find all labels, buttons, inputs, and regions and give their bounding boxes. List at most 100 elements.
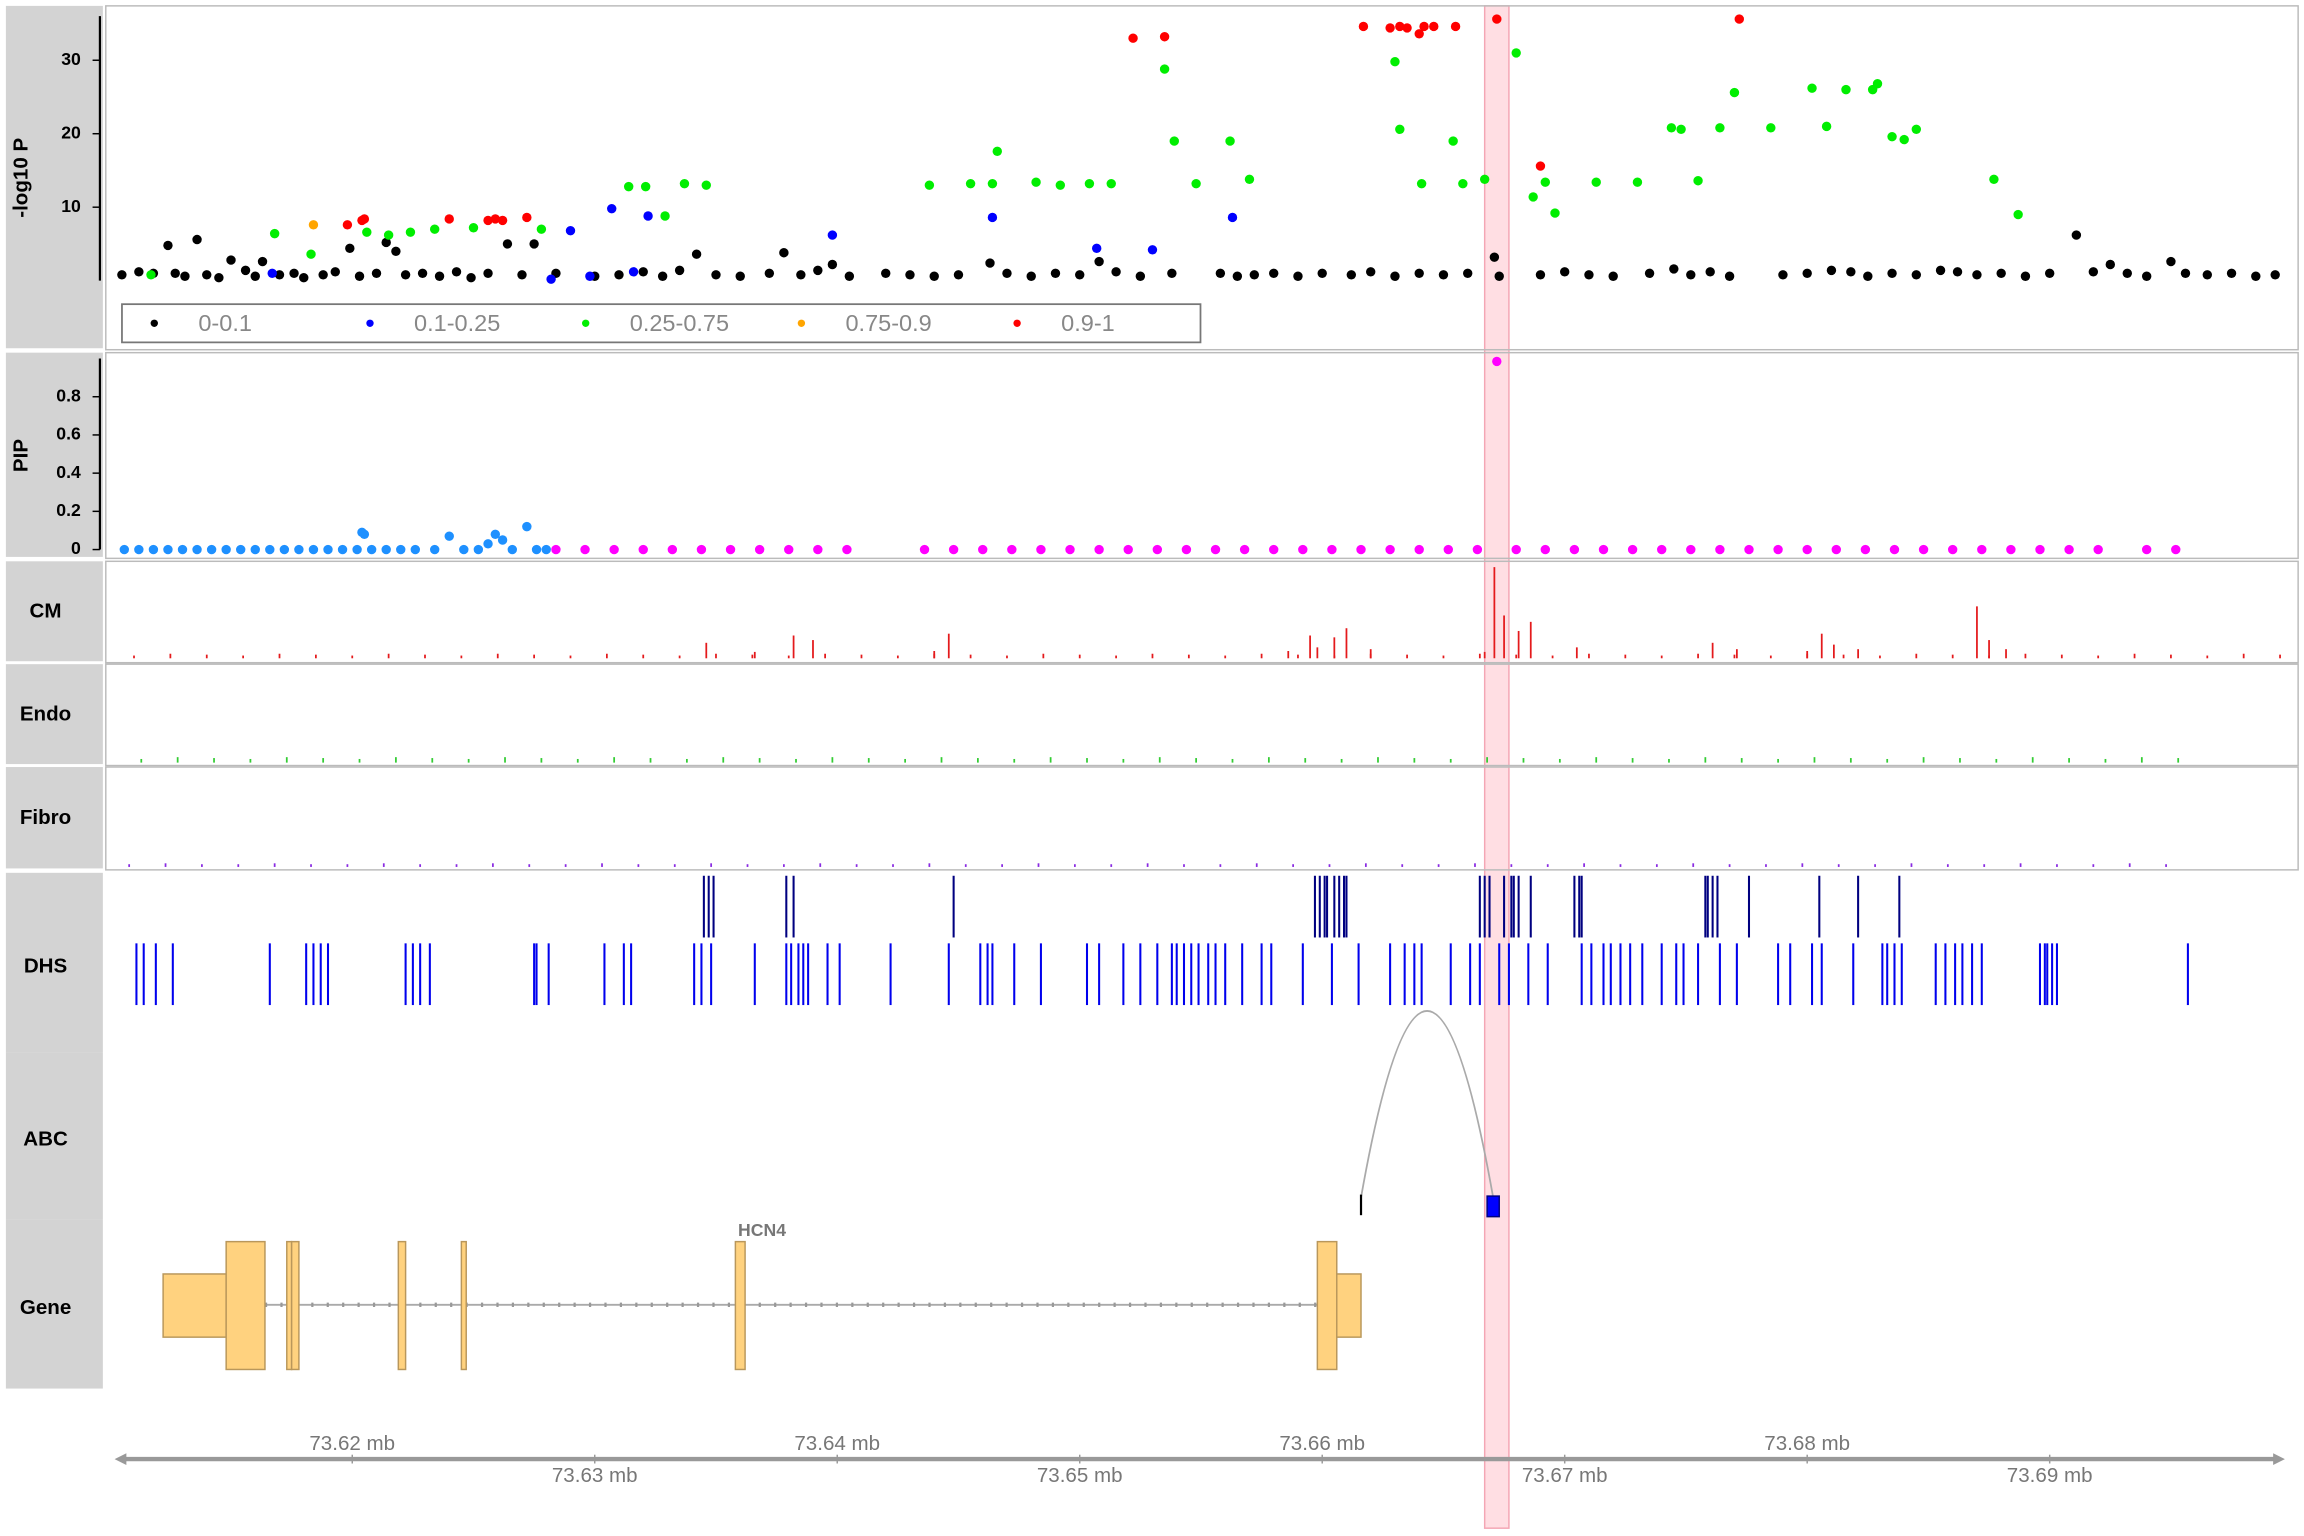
point	[1152, 544, 1163, 555]
point	[638, 267, 648, 277]
x-tick-label: 73.62 mb	[309, 1432, 395, 1455]
point	[473, 544, 484, 555]
point	[1860, 544, 1871, 555]
point	[640, 181, 651, 192]
point	[2071, 230, 2082, 240]
point	[1887, 131, 1897, 142]
point	[1269, 544, 1279, 555]
track-label-bg	[5, 767, 103, 869]
point	[1724, 271, 1735, 281]
point	[919, 544, 930, 555]
point	[451, 267, 462, 277]
point	[628, 267, 639, 277]
point	[1977, 544, 1987, 555]
point	[529, 239, 539, 249]
legend-label: 0.25-0.75	[630, 310, 729, 336]
point	[1560, 267, 1570, 277]
point	[1106, 178, 1116, 189]
point	[2270, 270, 2280, 280]
point	[497, 535, 508, 545]
point	[1395, 124, 1405, 135]
track-frame	[105, 351, 2299, 560]
point	[134, 544, 144, 555]
point	[796, 270, 806, 280]
point	[522, 521, 532, 532]
point	[444, 214, 454, 224]
point	[1569, 544, 1580, 555]
point	[1550, 208, 1560, 218]
point	[541, 544, 551, 555]
point	[383, 230, 394, 240]
point	[1773, 544, 1783, 555]
point	[119, 544, 130, 555]
point	[1584, 270, 1594, 280]
point	[330, 267, 340, 277]
point	[134, 267, 144, 277]
point	[354, 271, 365, 281]
point	[1656, 544, 1667, 555]
x-tick-label: 73.63 mb	[552, 1464, 638, 1487]
y-tick-label: 20	[61, 122, 81, 142]
point	[844, 271, 855, 281]
point	[1269, 268, 1279, 279]
point	[1608, 271, 1618, 281]
point	[985, 258, 995, 268]
point	[497, 215, 508, 226]
track-label-bg	[5, 561, 103, 662]
point	[1802, 268, 1812, 279]
y-tick-label: 0.2	[56, 500, 81, 520]
point	[1889, 544, 1900, 555]
point	[1094, 256, 1104, 267]
point	[177, 544, 188, 555]
point	[1232, 271, 1243, 281]
track-label: Gene	[20, 1296, 71, 1319]
point	[366, 544, 377, 555]
point	[1831, 544, 1841, 555]
point	[813, 544, 823, 555]
point	[221, 544, 231, 555]
point	[1863, 271, 1873, 281]
x-tick-label: 73.69 mb	[2007, 1464, 2093, 1487]
point	[813, 265, 823, 276]
point	[1489, 252, 1500, 262]
point	[434, 271, 445, 281]
point	[1191, 178, 1201, 189]
point	[342, 220, 353, 230]
point	[1414, 29, 1424, 39]
point	[1918, 544, 1929, 555]
track-label: Fibro	[20, 806, 71, 829]
point	[163, 544, 173, 555]
point	[1450, 21, 1461, 32]
point	[1458, 178, 1468, 189]
point	[318, 270, 328, 280]
point	[531, 544, 542, 555]
point	[784, 544, 794, 555]
point	[1084, 178, 1095, 189]
point	[381, 544, 391, 555]
point	[1846, 267, 1856, 277]
x-tick-label: 73.65 mb	[1037, 1464, 1123, 1487]
x-tick-label: 73.64 mb	[794, 1432, 880, 1455]
point	[1036, 544, 1046, 555]
exon	[460, 1240, 467, 1371]
utr	[1336, 1273, 1362, 1338]
point	[674, 265, 685, 276]
point	[410, 544, 421, 555]
utr	[162, 1273, 227, 1338]
point	[1479, 174, 1490, 184]
point	[1899, 134, 1909, 145]
point	[551, 544, 561, 555]
point	[1693, 176, 1703, 186]
y-tick-label: 0.8	[56, 385, 81, 405]
point	[429, 224, 440, 234]
point	[381, 237, 391, 248]
point	[1210, 544, 1221, 555]
point	[1535, 161, 1546, 171]
point	[1911, 270, 1922, 280]
legend-marker	[582, 319, 590, 327]
point	[1947, 544, 1958, 555]
point	[396, 544, 406, 555]
point	[1135, 271, 1146, 281]
point	[1734, 14, 1744, 24]
